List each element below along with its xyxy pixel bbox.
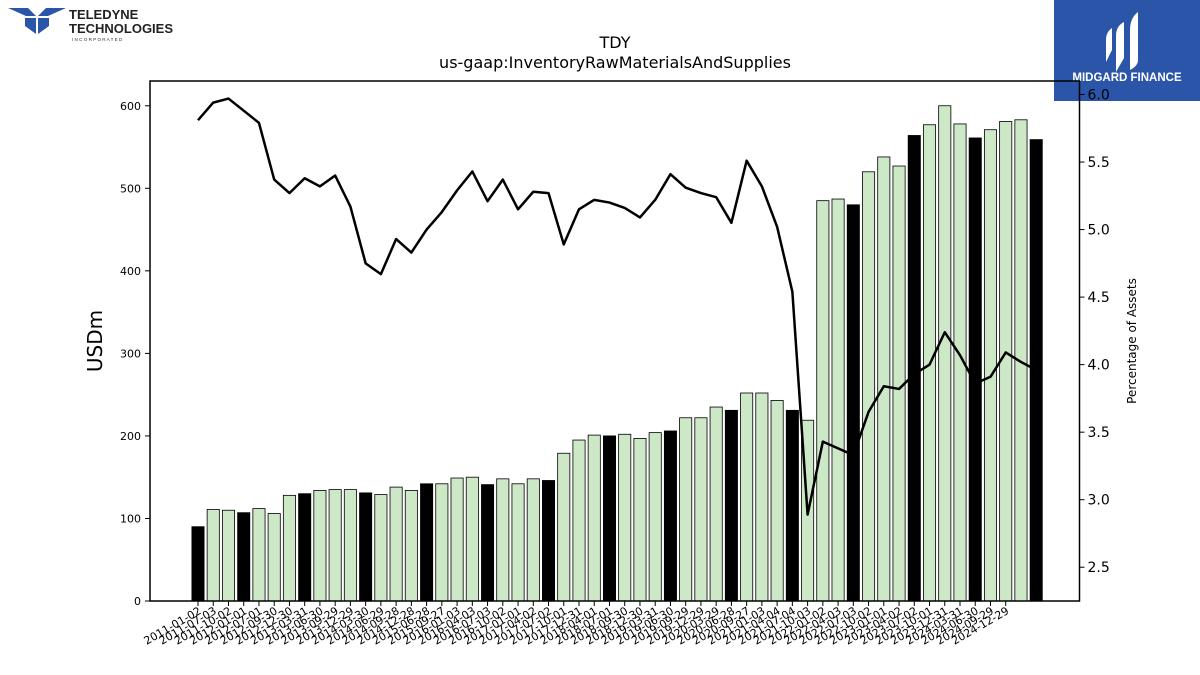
chart-subtitle: us-gaap:InventoryRawMaterialsAndSupplies (439, 53, 791, 72)
bar (648, 432, 662, 602)
bar (877, 156, 891, 602)
bar (389, 486, 403, 602)
midgard-emblem-icon (1106, 12, 1138, 72)
bar (237, 512, 251, 602)
svg-text:MIDGARD FINANCE: MIDGARD FINANCE (1072, 72, 1182, 84)
bar (282, 494, 296, 602)
teledyne-logo: TELEDYNE TECHNOLOGIES I N C O R P O R A … (8, 7, 173, 42)
bar (420, 483, 434, 602)
y-tick-label: 300 (120, 347, 141, 360)
bar (328, 489, 342, 602)
plot-frame (149, 80, 1081, 602)
svg-text:TELEDYNE: TELEDYNE (69, 7, 139, 22)
bar (587, 434, 601, 602)
bar (511, 483, 525, 602)
bar (1029, 139, 1043, 602)
y2-tick-label: 4.0 (1088, 358, 1110, 374)
y-tick-label: 600 (120, 100, 141, 113)
bar (602, 435, 616, 602)
bar (755, 392, 769, 602)
bar (724, 409, 738, 602)
bar (298, 493, 312, 602)
bar (846, 204, 860, 602)
y2-tick-label: 5.5 (1088, 155, 1110, 171)
bar (450, 477, 464, 602)
bar (267, 513, 281, 602)
bar (526, 478, 540, 602)
svg-text:I N C O R P O R A T E D: I N C O R P O R A T E D (72, 37, 123, 42)
bar (191, 526, 205, 602)
midgard-finance-logo: MIDGARD FINANCE (1054, 0, 1200, 101)
bar (968, 137, 982, 602)
bar (938, 105, 952, 602)
bar (343, 489, 357, 602)
y-tick-label: 100 (120, 512, 141, 525)
bar (252, 508, 266, 602)
bar (679, 417, 693, 602)
y-tick-label: 400 (120, 265, 141, 278)
bar (465, 476, 479, 602)
bar (496, 478, 510, 602)
bar (983, 129, 997, 602)
y2-tick-label: 4.5 (1088, 290, 1110, 306)
bar (542, 480, 556, 602)
bar (435, 483, 449, 602)
bar (313, 489, 327, 602)
y2-axis-label: Percentage of Assets (1125, 278, 1139, 404)
y-axis-label: USDm (83, 310, 107, 372)
bar (206, 508, 220, 602)
bar (907, 135, 921, 602)
bar (481, 484, 495, 602)
y-tick-label: 0 (134, 595, 141, 608)
y-tick-label: 500 (120, 182, 141, 195)
bar (663, 430, 677, 602)
bar (709, 406, 723, 602)
y2-tick-label: 5.0 (1088, 223, 1110, 239)
bar (831, 198, 845, 602)
y2-tick-label: 3.5 (1088, 425, 1110, 441)
svg-text:TECHNOLOGIES: TECHNOLOGIES (69, 21, 173, 36)
bar (862, 171, 876, 602)
chart-title: TDY (599, 33, 631, 52)
percentage-of-assets-line (197, 97, 1037, 516)
bar (359, 492, 373, 602)
bar (816, 200, 830, 602)
bar (557, 452, 571, 602)
bar (404, 489, 418, 602)
bar (694, 417, 708, 602)
bar (785, 409, 799, 602)
teledyne-emblem-icon (8, 8, 66, 34)
y2-tick-label: 3.0 (1088, 493, 1110, 509)
bar (374, 494, 388, 602)
y2-tick-label: 2.5 (1088, 560, 1110, 576)
bar (618, 433, 632, 602)
y2-tick-label: 6.0 (1088, 88, 1110, 104)
bar (572, 439, 586, 602)
bar (770, 400, 784, 602)
bar (633, 437, 647, 602)
bar (740, 392, 754, 602)
y-tick-label: 200 (120, 430, 141, 443)
bar (221, 509, 235, 602)
